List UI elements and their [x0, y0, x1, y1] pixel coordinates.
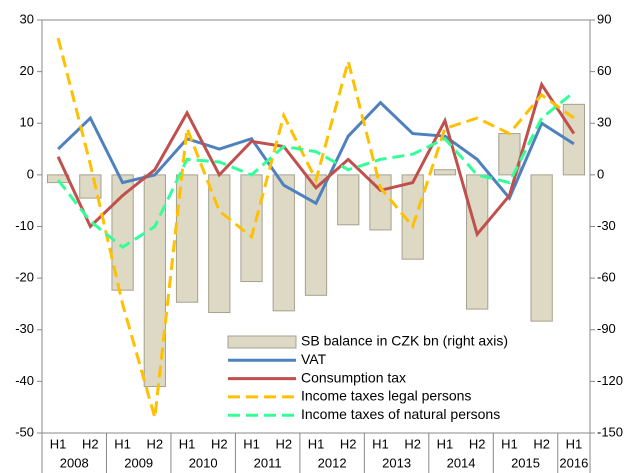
year-label: 2015: [511, 455, 540, 470]
x-tick-label: H1: [501, 436, 518, 451]
bar: [208, 174, 231, 314]
bar: [111, 174, 134, 291]
bar: [272, 174, 295, 312]
y2-tick-label: 30: [597, 115, 611, 130]
y2-tick-label: -30: [597, 218, 616, 233]
bar: [530, 174, 553, 322]
y-tick-label: 30: [20, 11, 34, 26]
line: [56, 91, 575, 249]
y2-tick-label: 60: [597, 63, 611, 78]
legend-label: Consumption tax: [301, 369, 406, 385]
x-tick-label: H2: [211, 436, 228, 451]
x-tick-label: H2: [147, 436, 164, 451]
y-tick-label: -40: [15, 373, 34, 388]
x-tick-label: H1: [243, 436, 260, 451]
y-tick-label: 0: [27, 166, 34, 181]
year-label: 2008: [60, 455, 89, 470]
x-tick-label: H2: [533, 436, 550, 451]
x-tick-label: H1: [179, 436, 196, 451]
bar: [562, 103, 586, 176]
x-tick-label: H2: [340, 436, 357, 451]
line: [56, 37, 575, 418]
y-tick-label: 10: [20, 115, 34, 130]
x-tick-label: H2: [469, 436, 486, 451]
x-tick-label: H1: [566, 436, 583, 451]
year-label: 2011: [254, 455, 282, 470]
bar: [466, 174, 489, 310]
y-tick-label: 20: [20, 63, 34, 78]
legend: SB balance in CZK bn (right axis) VAT Cons…: [227, 333, 508, 422]
bar: [240, 174, 263, 283]
legend-label: Income taxes of natural persons: [301, 406, 500, 422]
x-tick-label: H1: [308, 436, 325, 451]
y-tick-label: -10: [15, 218, 34, 233]
x-tick-label: H1: [50, 436, 67, 451]
legend-label: Income taxes legal persons: [301, 388, 471, 404]
x-tick-label: H1: [372, 436, 389, 451]
x-tick-label: H2: [275, 436, 292, 451]
year-label: 2016: [559, 455, 588, 470]
bar: [175, 174, 199, 303]
line: [56, 80, 576, 238]
y-tick-label: -20: [15, 270, 34, 285]
legend-label: SB balance in CZK bn (right axis): [301, 333, 508, 349]
bar: [401, 174, 424, 260]
bar: [304, 174, 328, 296]
y2-tick-label: 0: [597, 166, 604, 181]
y2-tick-label: -120: [597, 373, 623, 388]
x-tick-label: H1: [114, 436, 131, 451]
bar: [337, 174, 360, 226]
x-tick-label: H2: [404, 436, 421, 451]
year-label: 2012: [318, 455, 347, 470]
x-tick-label: H2: [82, 436, 99, 451]
x-tick-label: H1: [437, 436, 454, 451]
y2-tick-label: 90: [597, 11, 611, 26]
y-tick-label: -50: [15, 424, 34, 439]
y2-tick-label: -150: [597, 424, 623, 439]
year-label: 2010: [189, 455, 218, 470]
year-label: 2014: [447, 455, 476, 470]
year-label: 2013: [382, 455, 411, 470]
bar: [433, 169, 457, 176]
legend-label: VAT: [301, 351, 327, 367]
y2-tick-label: -60: [597, 270, 616, 285]
y2-tick-label: -90: [597, 321, 616, 336]
legend-swatch: [227, 335, 297, 349]
bar: [79, 174, 102, 199]
year-label: 2009: [124, 455, 153, 470]
y-tick-label: -30: [15, 321, 34, 336]
